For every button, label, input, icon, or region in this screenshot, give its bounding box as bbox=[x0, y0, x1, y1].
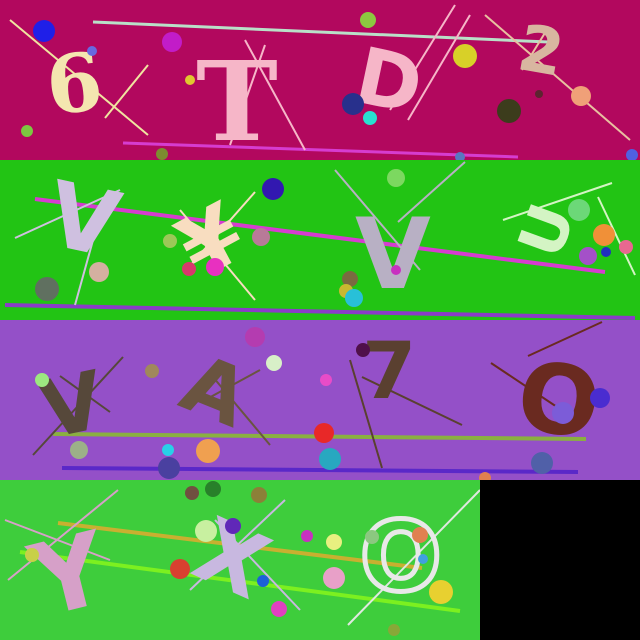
noise-dot bbox=[89, 262, 109, 282]
noise-dot bbox=[25, 548, 39, 562]
noise-dot bbox=[206, 258, 224, 276]
noise-dot bbox=[552, 402, 574, 424]
noise-dot bbox=[205, 481, 221, 497]
strip-1: 6 T D 2 bbox=[0, 0, 640, 166]
noise-dot bbox=[225, 518, 241, 534]
noise-dot bbox=[387, 169, 405, 187]
noise-dot bbox=[626, 149, 638, 161]
noise-dot bbox=[412, 527, 428, 543]
noise-dot bbox=[170, 559, 190, 579]
noise-dot bbox=[245, 327, 265, 347]
noise-dot bbox=[195, 520, 217, 542]
strip-3-char-3: 7 bbox=[362, 327, 416, 417]
noise-dot bbox=[262, 178, 284, 200]
noise-dot bbox=[162, 444, 174, 456]
noise-dot bbox=[185, 75, 195, 85]
noise-dot bbox=[156, 148, 168, 160]
noise-dot bbox=[87, 46, 97, 56]
noise-dot bbox=[342, 93, 364, 115]
noise-dot bbox=[21, 125, 33, 137]
noise-dot bbox=[162, 32, 182, 52]
noise-dot bbox=[320, 374, 332, 386]
strip-4: Y X O bbox=[0, 480, 480, 640]
noise-dot bbox=[163, 234, 177, 248]
noise-dot bbox=[568, 199, 590, 221]
noise-dot bbox=[182, 262, 196, 276]
noise-dot bbox=[257, 575, 269, 587]
noise-dot bbox=[314, 423, 334, 443]
noise-dot bbox=[301, 530, 313, 542]
noise-dot bbox=[158, 457, 180, 479]
noise-dot bbox=[571, 86, 591, 106]
noise-dot bbox=[326, 534, 342, 550]
noise-dot bbox=[196, 439, 220, 463]
noise-dot bbox=[252, 228, 270, 246]
noise-dot bbox=[323, 567, 345, 589]
noise-dot bbox=[185, 486, 199, 500]
strip-1-char-1: 6 bbox=[42, 34, 107, 133]
noise-dot bbox=[619, 240, 633, 254]
strip-4-char-3: O bbox=[360, 501, 442, 613]
noise-dot bbox=[271, 601, 287, 617]
strip-2: V ¥ V U bbox=[0, 160, 640, 320]
noise-dot bbox=[453, 44, 477, 68]
strip-2-char-3: V bbox=[355, 198, 431, 312]
noise-dot bbox=[35, 373, 49, 387]
noise-dot bbox=[251, 487, 267, 503]
strip-3: V A 7 O bbox=[0, 320, 640, 484]
noise-dot bbox=[391, 265, 401, 275]
empty-region bbox=[480, 480, 640, 640]
noise-dot bbox=[145, 364, 159, 378]
noise-dot bbox=[70, 441, 88, 459]
noise-dot bbox=[356, 343, 370, 357]
noise-dot bbox=[579, 247, 597, 265]
noise-dot bbox=[33, 20, 55, 42]
noise-dot bbox=[590, 388, 610, 408]
noise-dot bbox=[497, 99, 521, 123]
noise-dot bbox=[593, 224, 615, 246]
noise-dot bbox=[35, 277, 59, 301]
noise-dot bbox=[345, 289, 363, 307]
noise-dot bbox=[319, 448, 341, 470]
noise-dot bbox=[418, 554, 428, 564]
noise-dot bbox=[535, 90, 543, 98]
strip-1-char-2: T bbox=[196, 37, 278, 166]
noise-dot bbox=[531, 452, 553, 474]
noise-dot bbox=[266, 355, 282, 371]
noise-dot bbox=[429, 580, 453, 604]
noise-dot bbox=[360, 12, 376, 28]
noise-dot bbox=[601, 247, 611, 257]
noise-dot bbox=[388, 624, 400, 636]
noise-dot bbox=[363, 111, 377, 125]
noise-dot bbox=[365, 530, 379, 544]
